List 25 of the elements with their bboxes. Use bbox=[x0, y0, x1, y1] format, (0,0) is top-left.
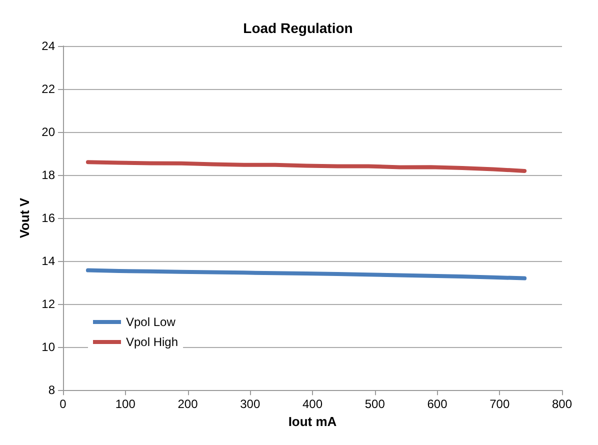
y-tick-label: 20 bbox=[42, 125, 56, 140]
x-tick-label: 700 bbox=[490, 397, 510, 412]
y-tick-label: 14 bbox=[42, 254, 56, 268]
y-axis-title: Vout V bbox=[16, 198, 32, 238]
legend-label: Vpol Low bbox=[126, 315, 176, 329]
x-tick-label: 100 bbox=[115, 397, 136, 412]
x-tick-label: 300 bbox=[240, 397, 260, 412]
x-tick-label: 0 bbox=[60, 397, 67, 412]
y-tick-label: 10 bbox=[42, 340, 56, 354]
x-axis-title: Iout mA bbox=[288, 414, 338, 429]
y-tick-label: 8 bbox=[48, 383, 56, 398]
line-series bbox=[86, 160, 527, 173]
y-tick-label: 18 bbox=[42, 168, 56, 182]
legend-label: Vpol High bbox=[126, 335, 178, 349]
x-tick-label: 200 bbox=[178, 397, 198, 412]
chart-title: Load Regulation bbox=[243, 20, 353, 36]
y-tick-label: 12 bbox=[42, 297, 56, 312]
y-tick-label: 24 bbox=[42, 39, 56, 53]
x-tick-label: 500 bbox=[364, 397, 386, 412]
x-tick-label: 600 bbox=[427, 397, 448, 412]
y-tick-label: 22 bbox=[42, 82, 56, 96]
x-tick-label: 400 bbox=[302, 397, 323, 412]
x-tick-label: 800 bbox=[552, 397, 572, 412]
line-series bbox=[86, 268, 527, 280]
y-tick-label: 16 bbox=[42, 211, 56, 226]
